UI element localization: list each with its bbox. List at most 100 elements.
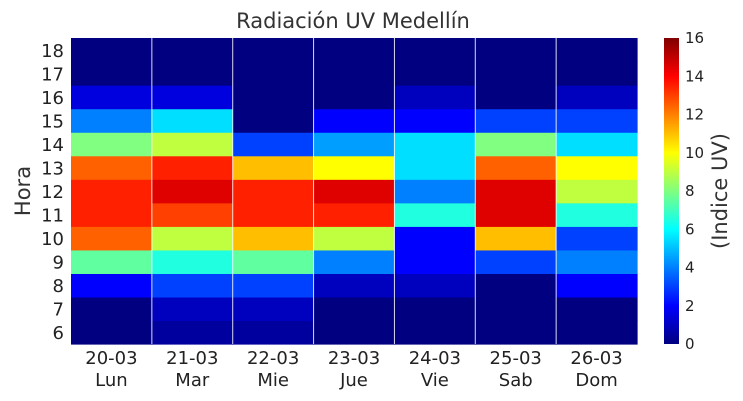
- heatmap-cell: [394, 85, 476, 110]
- colorbar-tick-label: 2: [685, 297, 695, 315]
- heatmap-cell: [313, 296, 396, 322]
- x-tick-date: 23-03: [328, 348, 380, 369]
- heatmap-cell: [151, 85, 234, 110]
- x-tick-day: Mie: [257, 370, 289, 391]
- heatmap-cell: [556, 226, 638, 251]
- x-tick-day: Mar: [175, 370, 210, 391]
- x-tick-day: Sab: [499, 370, 533, 391]
- heatmap-cell: [313, 85, 396, 110]
- heatmap-cell: [313, 249, 396, 274]
- heatmap-cell: [71, 108, 153, 133]
- x-tick-date: 25-03: [490, 348, 542, 369]
- heatmap-cell: [313, 155, 396, 180]
- heatmap-cell: [394, 320, 476, 345]
- heatmap-cell: [232, 38, 315, 63]
- heatmap-cell: [394, 249, 476, 274]
- heatmap-cell: [71, 85, 153, 110]
- heatmap-cell: [313, 273, 396, 298]
- heatmap-cell: [71, 155, 153, 180]
- heatmap-cell: [475, 38, 557, 63]
- heatmap-cell: [232, 273, 315, 298]
- y-tick-label: 13: [41, 158, 64, 179]
- colorbar: [664, 38, 679, 344]
- heatmap-cell: [475, 61, 557, 86]
- heatmap-cell: [556, 320, 638, 345]
- heatmap-cell: [556, 179, 638, 204]
- x-tick-date: 26-03: [570, 348, 622, 369]
- heatmap-cell: [71, 132, 153, 157]
- heatmap-cell: [232, 320, 315, 345]
- x-tick-day: Dom: [575, 370, 617, 391]
- heatmap-cell: [394, 226, 476, 251]
- heatmap-cell: [394, 61, 476, 86]
- colorbar-ticks: 0 2 4 6 8 10 12 14 16: [685, 29, 704, 353]
- x-tick-date: 20-03: [85, 348, 137, 369]
- heatmap-cell: [232, 179, 315, 204]
- heatmap-cell: [151, 320, 234, 345]
- heatmap-cell: [475, 108, 557, 133]
- heatmap-cell: [232, 249, 315, 274]
- heatmap-cell: [475, 85, 557, 110]
- y-axis-label: Hora: [11, 166, 35, 216]
- column-separators: [151, 38, 557, 344]
- y-tick-label: 9: [53, 253, 64, 274]
- heatmap-cell: [313, 108, 396, 133]
- y-tick-label: 11: [41, 206, 64, 227]
- heatmap-cell: [71, 226, 153, 251]
- heatmap-cell: [313, 202, 396, 227]
- heatmap-cell: [394, 132, 476, 157]
- heatmap-cell: [475, 155, 557, 180]
- heatmap-cell: [475, 273, 557, 298]
- heatmap-cell: [394, 296, 476, 322]
- heatmap-cell: [475, 226, 557, 251]
- y-tick-label: 18: [41, 41, 64, 62]
- y-tick-label: 8: [53, 276, 64, 297]
- heatmap-cell: [71, 249, 153, 274]
- heatmap-cell: [475, 202, 557, 227]
- heatmap-cell: [313, 132, 396, 157]
- y-tick-label: 7: [53, 300, 64, 321]
- heatmap-cell: [151, 273, 234, 298]
- heatmap-cell: [556, 155, 638, 180]
- heatmap-cell: [556, 132, 638, 157]
- heatmap-cell: [313, 320, 396, 345]
- colorbar-label: (Indice UV): [708, 133, 732, 249]
- heatmap-cell: [313, 61, 396, 86]
- heatmap-cell: [475, 249, 557, 274]
- colorbar-tick-label: 10: [685, 144, 704, 162]
- x-tick-day: Vie: [421, 370, 449, 391]
- heatmap-cell: [313, 38, 396, 63]
- heatmap-cells: [71, 38, 638, 345]
- y-tick-label: 14: [41, 135, 64, 156]
- colorbar-tick-label: 12: [685, 106, 704, 124]
- heatmap-cell: [475, 132, 557, 157]
- heatmap-cell: [394, 155, 476, 180]
- heatmap-cell: [71, 320, 153, 345]
- heatmap-cell: [394, 108, 476, 133]
- heatmap-cell: [556, 38, 638, 63]
- heatmap-cell: [556, 85, 638, 110]
- x-tick-date: 24-03: [409, 348, 461, 369]
- colorbar-tick-label: 8: [685, 182, 695, 200]
- heatmap-cell: [313, 226, 396, 251]
- chart-title: Radiación UV Medellín: [236, 9, 470, 33]
- y-tick-label: 10: [41, 229, 64, 250]
- heatmap-cell: [232, 108, 315, 133]
- y-tick-label: 6: [53, 323, 64, 344]
- heatmap-cell: [151, 132, 234, 157]
- colorbar-tick-label: 16: [685, 29, 704, 47]
- heatmap-cell: [151, 249, 234, 274]
- heatmap-cell: [394, 202, 476, 227]
- x-tick-day: Jue: [339, 370, 368, 391]
- heatmap-cell: [394, 273, 476, 298]
- colorbar-tick-label: 0: [685, 335, 695, 353]
- heatmap-cell: [556, 296, 638, 322]
- heatmap-cell: [232, 85, 315, 110]
- heatmap-cell: [475, 179, 557, 204]
- heatmap-cell: [556, 249, 638, 274]
- heatmap-cell: [151, 296, 234, 322]
- x-tick-date: 22-03: [247, 348, 299, 369]
